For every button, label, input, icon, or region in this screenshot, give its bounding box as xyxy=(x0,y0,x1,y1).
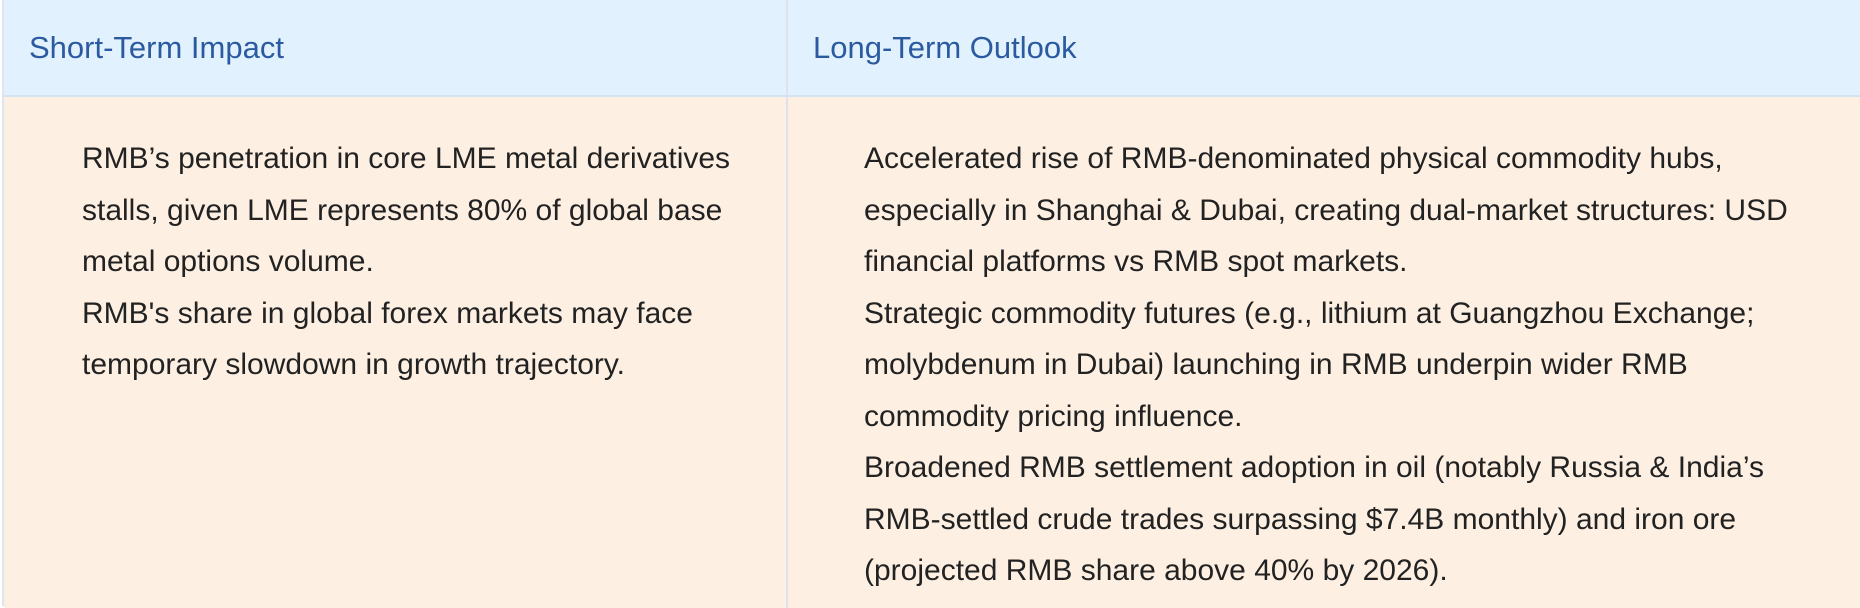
list-item: Broadened RMB settlement adoption in oil… xyxy=(864,451,1764,587)
impact-outlook-table: Short-Term Impact Long-Term Outlook RMB’… xyxy=(4,0,1860,608)
long-term-list: Accelerated rise of RMB-denominated phys… xyxy=(788,133,1860,597)
table-row: RMB’s penetration in core LME metal deri… xyxy=(4,96,1860,608)
header-long-term-outlook: Long-Term Outlook xyxy=(786,0,1860,97)
long-term-cell: Accelerated rise of RMB-denominated phys… xyxy=(786,96,1860,608)
list-item: Accelerated rise of RMB-denominated phys… xyxy=(864,142,1788,278)
header-short-term-impact: Short-Term Impact xyxy=(4,0,787,97)
short-term-list: RMB’s penetration in core LME metal deri… xyxy=(4,133,786,391)
list-item: Strategic commodity futures (e.g., lithi… xyxy=(864,296,1755,433)
short-term-cell: RMB’s penetration in core LME metal deri… xyxy=(4,96,787,608)
list-item: RMB’s penetration in core LME metal deri… xyxy=(82,142,731,278)
list-item: RMB's share in global forex markets may … xyxy=(82,296,693,382)
table-header-row: Short-Term Impact Long-Term Outlook xyxy=(4,0,1860,97)
